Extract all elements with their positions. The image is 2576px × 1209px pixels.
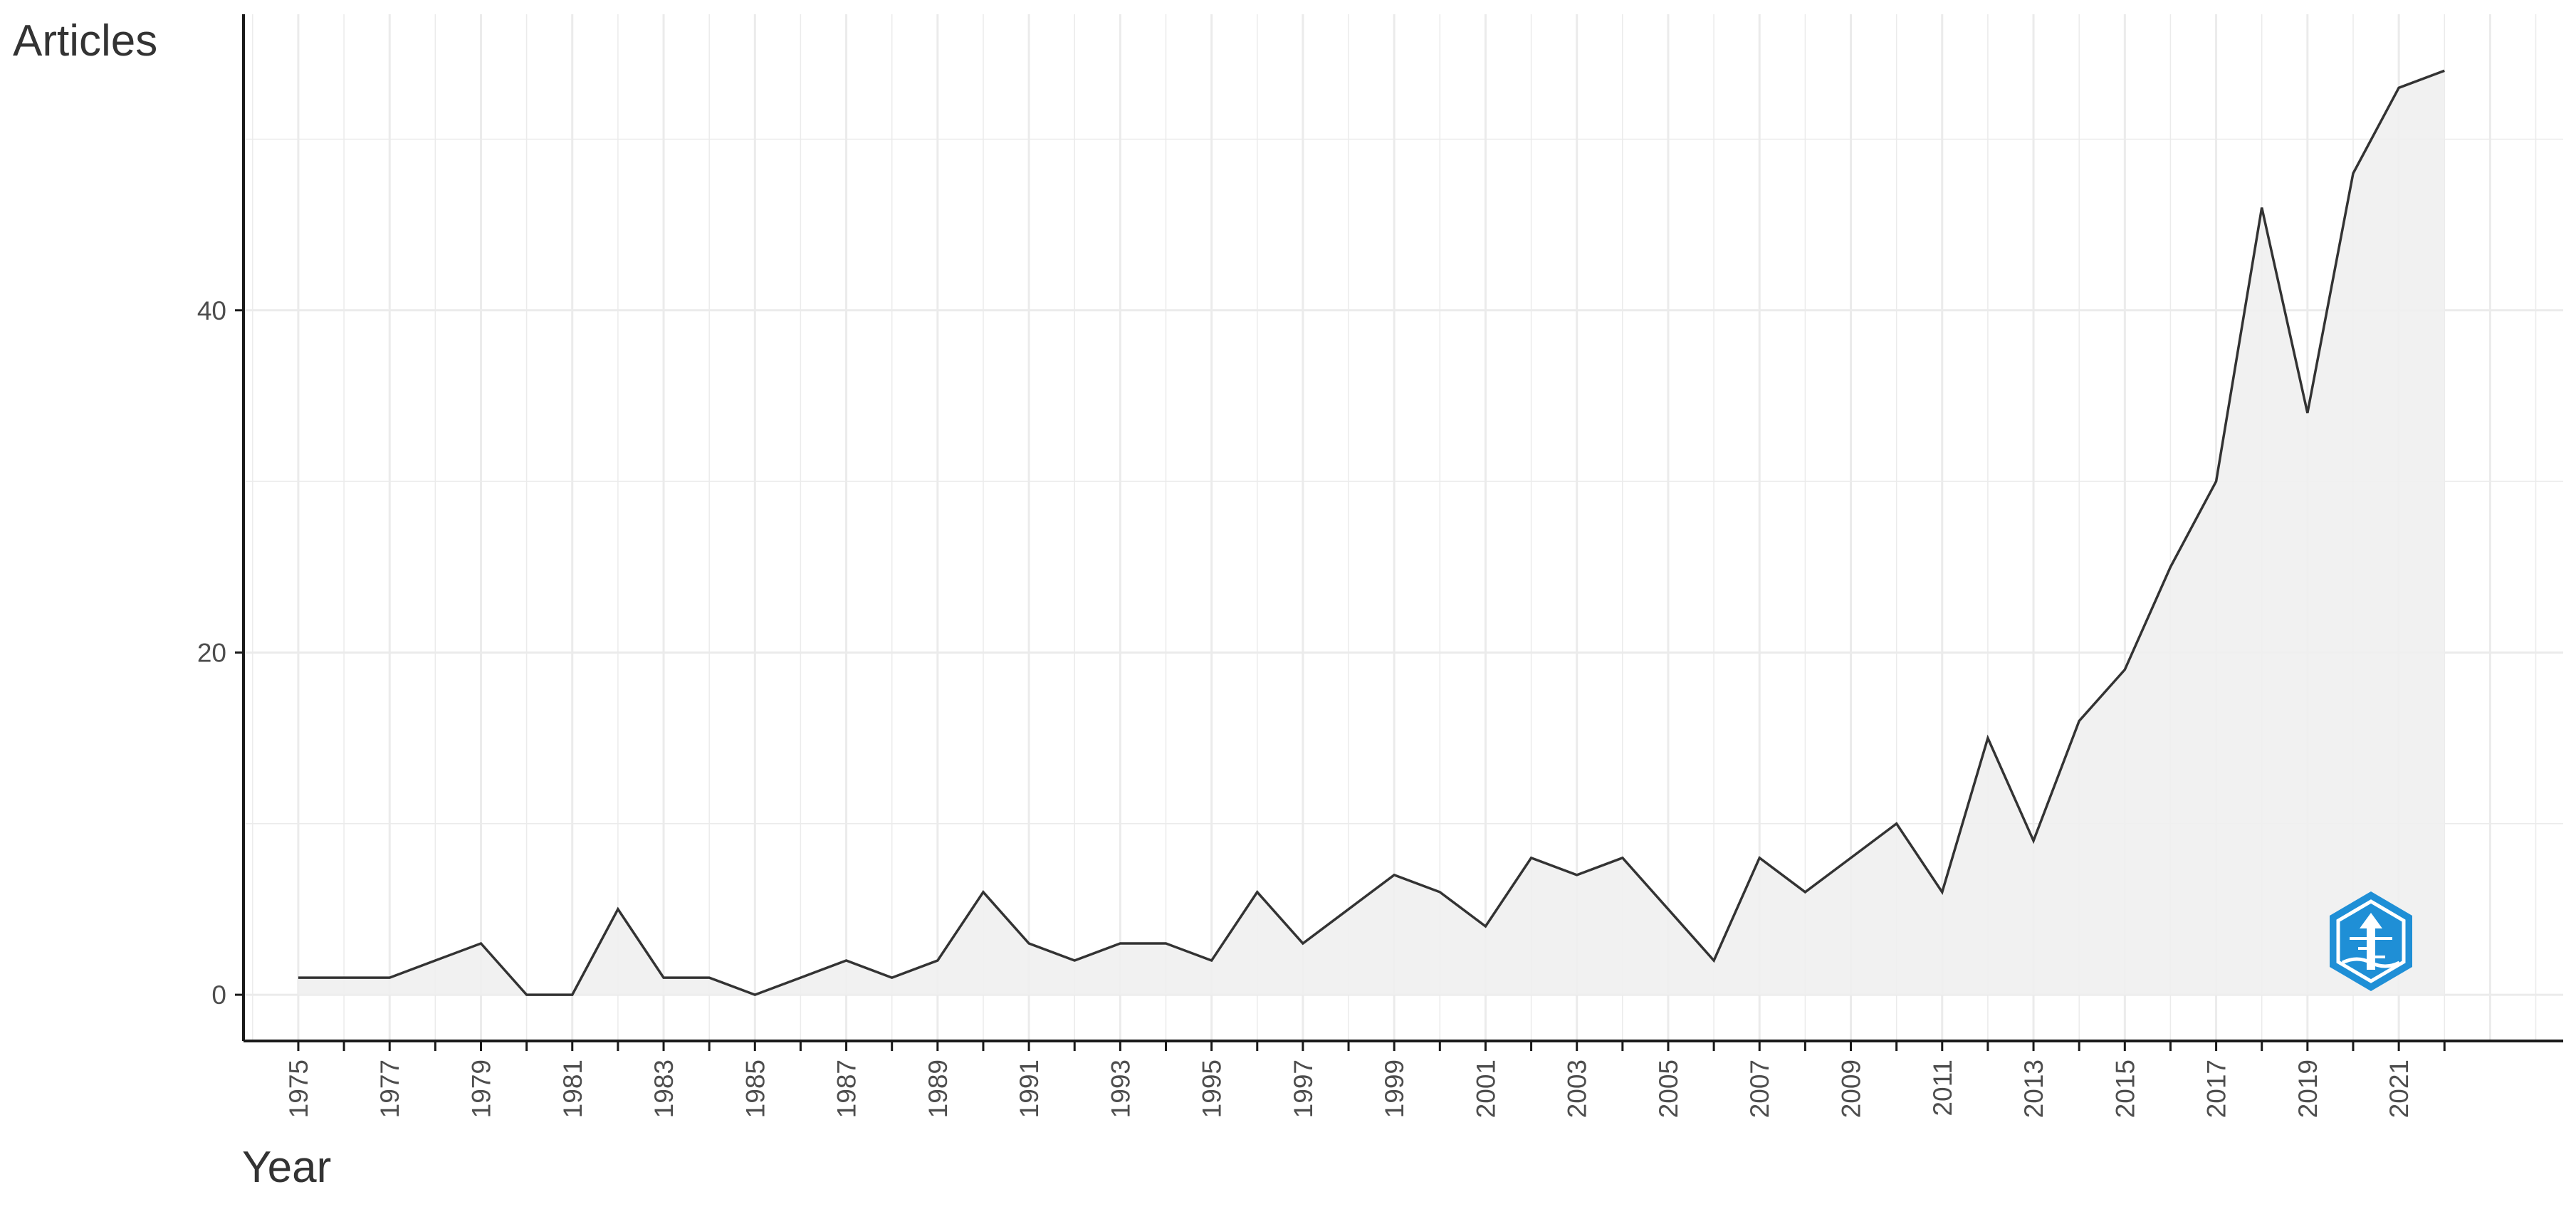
y-tick-label: 40 [197, 296, 226, 325]
x-axis-title: Year [242, 1143, 331, 1192]
x-tick-label: 1985 [740, 1059, 770, 1118]
x-tick-label: 2019 [2293, 1059, 2323, 1118]
y-tick-label: 0 [211, 980, 226, 1010]
x-tick-label: 1987 [832, 1059, 862, 1118]
x-tick-label: 1975 [284, 1059, 313, 1118]
x-tick-label: 2001 [1471, 1059, 1500, 1118]
x-tick-label: 1999 [1380, 1059, 1409, 1118]
x-tick-label: 2003 [1563, 1059, 1592, 1118]
y-tick-label: 20 [197, 638, 226, 667]
journal-logo-icon [2330, 891, 2412, 991]
x-axis-ticks: 1975 1977 1979 1981 1983 1985 1987 1989 1991 1993… [284, 1041, 2446, 1118]
x-tick-label: 1977 [375, 1059, 404, 1118]
x-tick-label: 1979 [466, 1059, 496, 1118]
x-tick-label: 1983 [649, 1059, 679, 1118]
x-tick-label: 2021 [2384, 1059, 2414, 1118]
x-tick-label: 1995 [1198, 1059, 1227, 1118]
x-tick-label: 2013 [2019, 1059, 2048, 1118]
y-axis-title: Articles [13, 16, 157, 66]
y-axis-ticks: 0 20 40 [197, 296, 244, 1010]
x-tick-label: 1997 [1289, 1059, 1318, 1118]
x-tick-label: 1981 [558, 1059, 587, 1118]
x-tick-label: 1991 [1015, 1059, 1044, 1118]
x-tick-label: 2007 [1745, 1059, 1774, 1118]
series-line [298, 69, 2445, 996]
x-tick-label: 2015 [2110, 1059, 2140, 1118]
x-tick-label: 2009 [1837, 1059, 1866, 1118]
x-tick-label: 2005 [1654, 1059, 1683, 1118]
x-tick-label: 2017 [2202, 1059, 2231, 1118]
x-tick-label: 2011 [1928, 1059, 1957, 1116]
x-tick-label: 1993 [1106, 1059, 1135, 1118]
series-area [298, 70, 2445, 995]
x-tick-label: 1989 [923, 1059, 953, 1118]
